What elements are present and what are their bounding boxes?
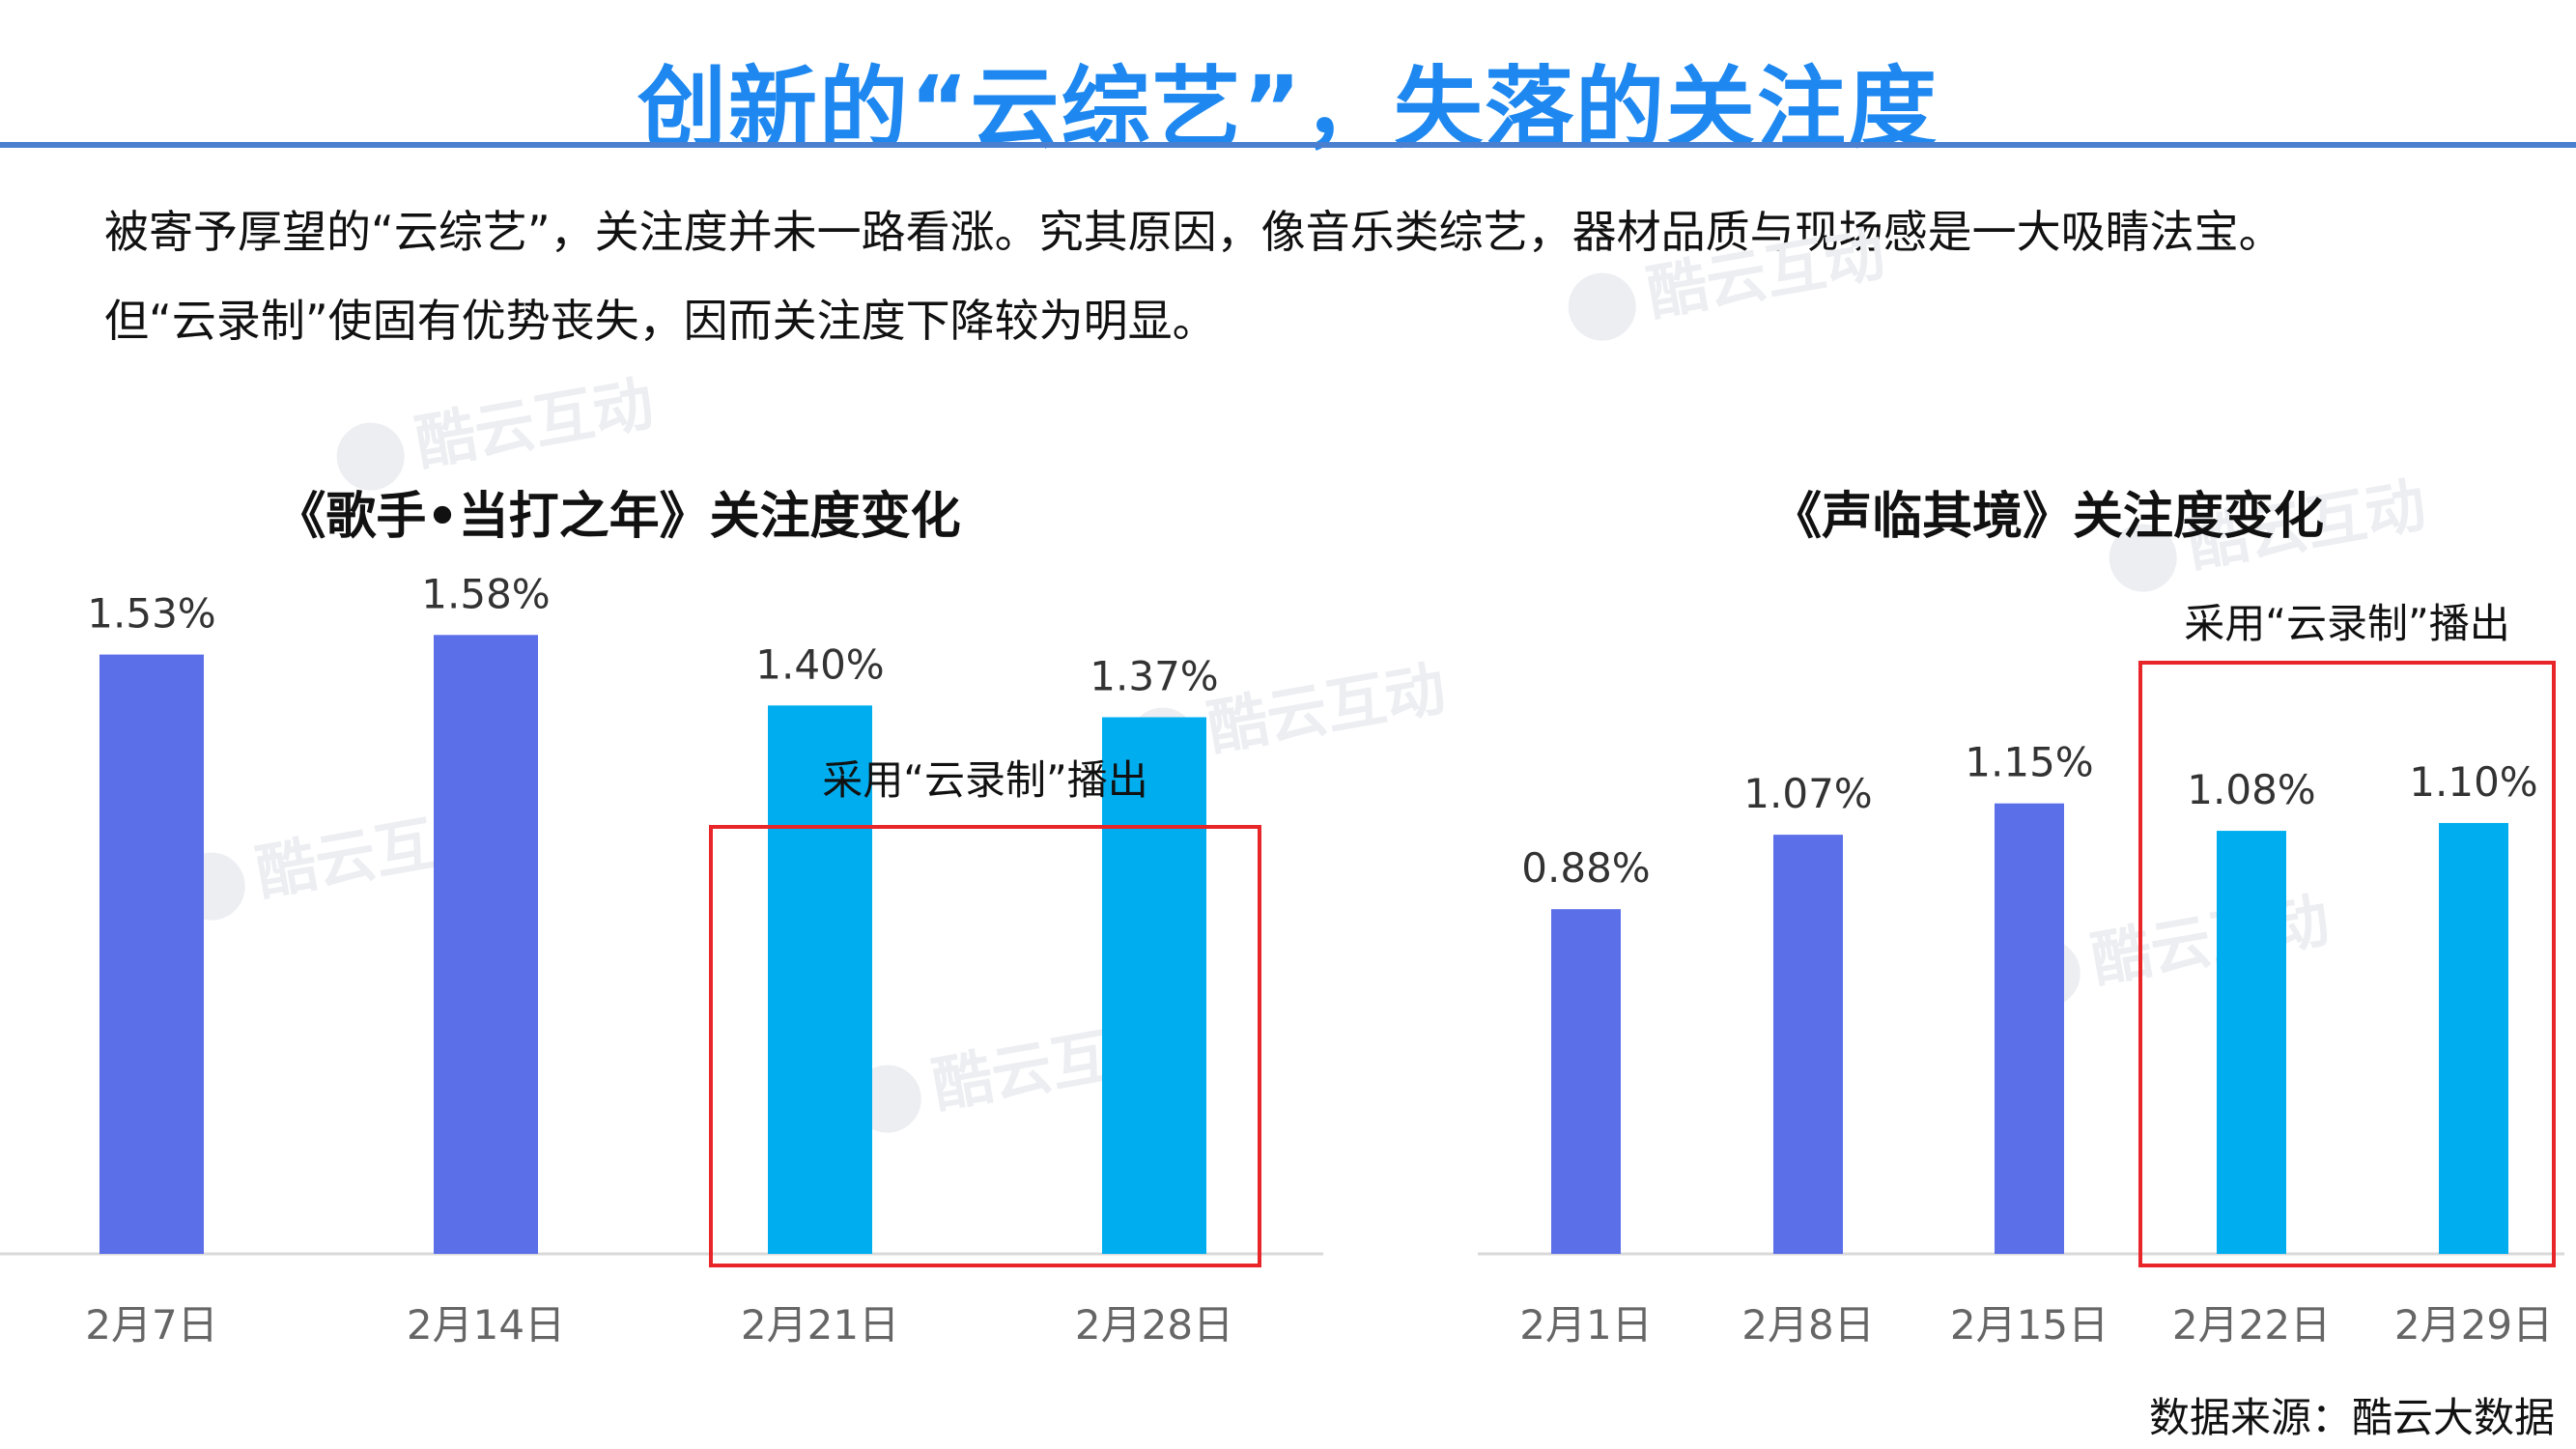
bar (768, 705, 872, 1254)
x-tick-label: 2月15日 (1950, 1301, 2109, 1349)
highlight-box (2138, 661, 2556, 1267)
x-tick-label: 2月7日 (85, 1301, 217, 1349)
bar (1102, 717, 1206, 1254)
intro-paragraph: 被寄予厚望的“云综艺”，关注度并未一路看涨。究其原因，像音乐类综艺，器材品质与现… (104, 187, 2538, 365)
x-tick-label: 2月29日 (2394, 1301, 2553, 1349)
data-label: 1.37% (1090, 652, 1218, 699)
highlight-annotation: 采用“云录制”播出 (822, 756, 1148, 804)
bar (434, 635, 538, 1254)
data-label: 1.08% (2187, 766, 2315, 813)
x-tick-label: 2月14日 (407, 1301, 565, 1349)
data-label: 1.15% (1965, 739, 2093, 786)
highlight-annotation: 采用“云录制”播出 (2184, 600, 2510, 647)
data-label: 1.58% (421, 570, 550, 617)
bar (2217, 831, 2286, 1254)
chart-1: 1.53% 2月7日 1.58% 2月14日 1.40% 2月21日 1.37% 2月28日 采… (0, 570, 1323, 1349)
data-label: 1.40% (755, 640, 884, 688)
data-source: 数据来源：酷云大数据 (2148, 1394, 2555, 1441)
bar (99, 654, 204, 1254)
bar (1773, 835, 1843, 1254)
x-tick-label: 2月28日 (1075, 1301, 1233, 1349)
bar (1995, 803, 2064, 1254)
data-label: 1.10% (2409, 758, 2537, 806)
x-tick-label: 2月21日 (741, 1301, 899, 1349)
data-label: 1.07% (1743, 770, 1872, 817)
chart-2-title: 《声临其境》关注度变化 (1770, 488, 2324, 546)
title-divider (0, 142, 2576, 148)
chart-2: 0.88% 2月1日 1.07% 2月8日 1.15% 2月15日 1.08% 2月22日 1.… (1478, 600, 2564, 1349)
x-tick-label: 2月8日 (1741, 1301, 1874, 1349)
highlight-box (709, 825, 1261, 1267)
intro-line-2: 但“云录制”使固有优势丧失，因而关注度下降较为明显。 (104, 295, 1217, 347)
bar (1551, 909, 1621, 1254)
x-tick-label: 2月1日 (1519, 1301, 1652, 1349)
data-label: 1.53% (87, 590, 215, 638)
bar (2439, 822, 2508, 1254)
chart-1-title: 《歌手•当打之年》关注度变化 (275, 488, 961, 546)
x-tick-label: 2月22日 (2172, 1301, 2331, 1349)
intro-line-1: 被寄予厚望的“云综艺”，关注度并未一路看涨。究其原因，像音乐类综艺，器材品质与现… (104, 206, 2283, 258)
data-label: 0.88% (1521, 844, 1650, 892)
